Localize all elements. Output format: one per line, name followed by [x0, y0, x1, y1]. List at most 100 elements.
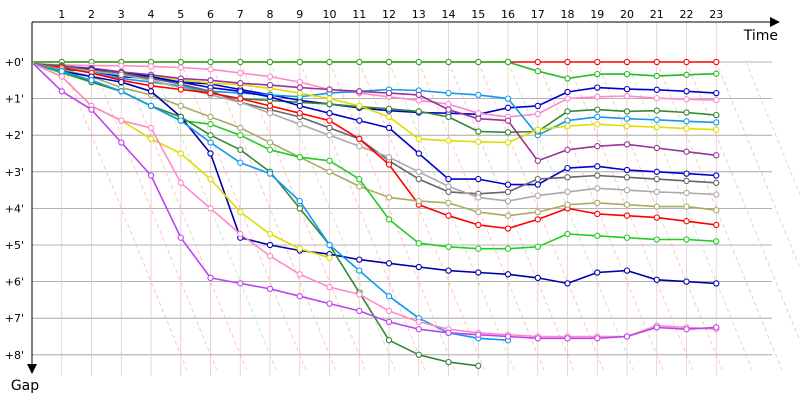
data-point — [88, 77, 95, 84]
data-point — [594, 70, 601, 78]
data-point — [594, 335, 601, 342]
series-line — [33, 63, 717, 118]
data-point — [118, 88, 125, 95]
data-point — [385, 307, 393, 315]
data-point — [534, 243, 541, 250]
data-point — [237, 132, 244, 139]
data-point — [713, 111, 720, 119]
data-point — [326, 117, 333, 124]
data-point — [237, 80, 244, 87]
x-tick-label: 9 — [296, 8, 303, 21]
data-point — [564, 108, 571, 115]
data-point — [475, 194, 482, 201]
axes: Time Gap — [11, 17, 780, 394]
series-line — [33, 63, 717, 338]
data-point — [683, 170, 690, 177]
data-point — [237, 208, 244, 216]
data-point — [713, 172, 720, 179]
data-point — [475, 245, 482, 252]
data-point — [356, 143, 363, 150]
y-tick-label: +0' — [5, 56, 24, 69]
x-tick-label: 16 — [501, 8, 515, 21]
data-point — [653, 324, 660, 331]
data-point — [296, 58, 303, 66]
guide-line — [120, 61, 247, 370]
data-point — [683, 58, 690, 66]
data-point — [623, 92, 631, 100]
data-point — [653, 72, 660, 80]
guide-line — [269, 61, 396, 370]
data-point — [147, 172, 155, 179]
y-tick-label: +4' — [5, 202, 24, 215]
data-point — [147, 82, 155, 89]
data-point — [266, 102, 274, 110]
data-point — [713, 152, 720, 159]
data-point — [118, 117, 125, 124]
x-tick-label: 14 — [442, 8, 456, 21]
data-point — [564, 201, 571, 208]
data-point — [177, 234, 184, 241]
guide-line — [388, 61, 515, 370]
data-point — [296, 84, 303, 91]
data-point — [623, 186, 631, 194]
data-point — [385, 105, 393, 112]
x-tick-label: 4 — [148, 8, 155, 21]
x-tick-labels: 1 2 3 4 5 6 7 8 9 10 11 12 13 14 15 16 17 18 19 20 21 22 23 — [58, 8, 723, 21]
data-point — [177, 150, 184, 157]
data-point — [594, 106, 601, 113]
data-point — [683, 236, 690, 243]
data-point — [266, 241, 274, 249]
data-point — [445, 100, 452, 108]
data-point — [713, 191, 720, 198]
data-point — [534, 68, 541, 75]
data-point — [564, 146, 571, 153]
data-point — [385, 89, 393, 97]
data-point — [445, 188, 452, 196]
data-point — [504, 129, 512, 136]
data-point — [683, 96, 690, 103]
series-line — [33, 63, 717, 195]
data-point — [445, 113, 452, 121]
data-point — [713, 238, 720, 245]
series-20 — [32, 63, 720, 342]
data-point — [296, 293, 303, 300]
guide-line — [150, 61, 277, 370]
data-point — [504, 104, 512, 111]
x-axis-title: Time — [743, 28, 778, 44]
data-point — [266, 73, 274, 80]
data-point — [177, 64, 184, 71]
data-point — [177, 117, 184, 124]
data-point — [385, 318, 393, 326]
data-point — [475, 362, 482, 369]
data-point — [623, 267, 631, 274]
data-point — [237, 69, 244, 77]
guide-line — [358, 61, 485, 370]
data-point — [534, 181, 541, 188]
data-point — [445, 358, 452, 366]
data-point — [653, 168, 660, 175]
data-point — [594, 143, 601, 150]
data-point — [88, 106, 95, 113]
data-point — [237, 124, 244, 132]
guide-line — [239, 61, 366, 370]
data-point — [266, 146, 274, 153]
data-point — [385, 161, 393, 168]
data-point — [475, 58, 482, 66]
data-point — [385, 154, 393, 161]
y-tick-label: +2' — [5, 129, 24, 142]
data-point — [177, 179, 184, 186]
data-point — [594, 269, 601, 276]
x-tick-label: 12 — [382, 8, 396, 21]
series-line — [33, 61, 717, 80]
data-point — [356, 183, 363, 190]
guide-line — [477, 61, 604, 370]
data-point — [356, 307, 363, 315]
guide-line — [61, 61, 188, 370]
x-tick-label: 2 — [88, 8, 95, 21]
data-point — [653, 276, 660, 283]
data-point — [415, 351, 422, 358]
data-point — [683, 177, 690, 185]
series-11 — [33, 63, 720, 205]
data-point — [683, 118, 690, 125]
data-point — [594, 210, 601, 218]
